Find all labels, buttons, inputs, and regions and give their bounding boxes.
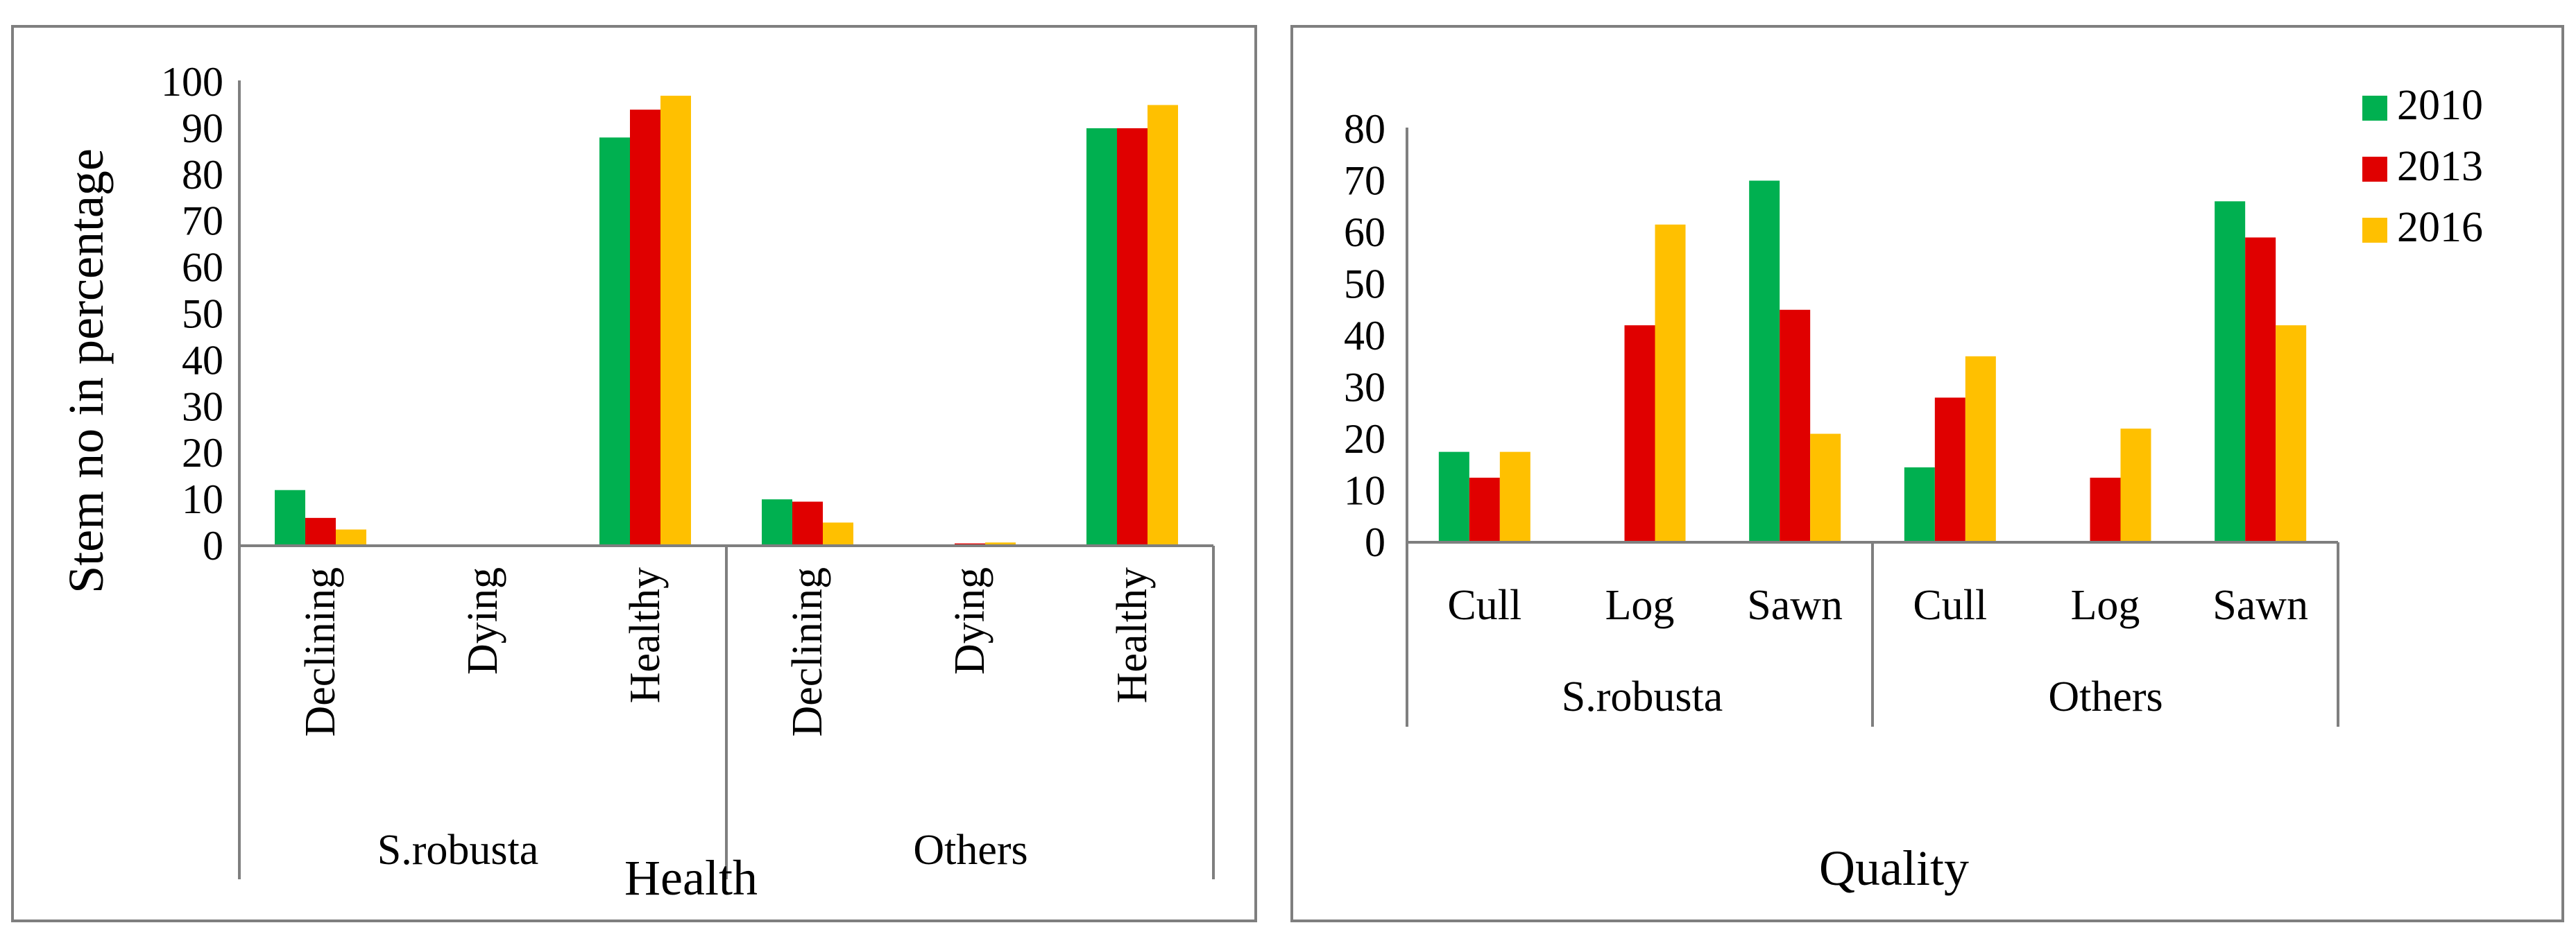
- health-category-label-3: Declining: [784, 567, 831, 737]
- quality-category-label-4: Log: [2071, 582, 2140, 629]
- health-group-label-srobusta: S.robusta: [377, 827, 539, 874]
- health-y-tick-10: 10: [182, 476, 223, 522]
- health-bar-2016-2: [660, 96, 691, 546]
- quality-bar-2016-3: [1965, 356, 1996, 542]
- quality-category-label-5: Sawn: [2212, 582, 2308, 629]
- quality-legend: 2010 2013 2016: [2362, 82, 2483, 251]
- health-y-tick-0: 0: [203, 523, 223, 569]
- quality-y-tick-0: 0: [1365, 519, 1385, 565]
- quality-bars: [1438, 180, 2307, 542]
- health-y-axis-title: Stem no in percentage: [58, 148, 114, 594]
- quality-y-tick-80: 80: [1344, 106, 1385, 152]
- quality-bar-2013-3: [1934, 397, 1965, 542]
- quality-y-tick-20: 20: [1344, 416, 1385, 462]
- legend-swatch-2016: [2362, 218, 2387, 243]
- health-y-tick-30: 30: [182, 383, 223, 429]
- quality-y-tick-10: 10: [1344, 468, 1385, 514]
- quality-y-tick-40: 40: [1344, 313, 1385, 359]
- health-bar-2013-5: [1117, 128, 1148, 546]
- quality-category-label-3: Cull: [1913, 582, 1987, 629]
- health-bar-2016-0: [336, 529, 366, 546]
- quality-y-tick-labels: 0 10 20 30 40 50 60 70 80: [1344, 106, 1385, 565]
- quality-bar-2016-4: [2120, 429, 2151, 542]
- health-bar-2013-3: [792, 501, 823, 546]
- health-bar-2016-3: [823, 522, 853, 546]
- health-category-label-5: Healthy: [1109, 567, 1156, 703]
- health-bar-2010-0: [275, 490, 305, 546]
- quality-y-tick-30: 30: [1344, 365, 1385, 411]
- quality-bar-2013-2: [1780, 309, 1811, 542]
- health-bar-2010-5: [1086, 128, 1117, 546]
- legend-swatch-2010: [2362, 96, 2387, 121]
- quality-bar-2010-5: [2215, 201, 2246, 542]
- legend-swatch-2013: [2362, 157, 2387, 182]
- health-group-label-others: Others: [913, 827, 1027, 874]
- health-axes: [238, 80, 1215, 879]
- quality-category-label-1: Log: [1605, 582, 1675, 629]
- health-y-tick-50: 50: [182, 291, 223, 337]
- health-category-label-4: Dying: [946, 567, 993, 675]
- health-y-tick-70: 70: [182, 198, 223, 244]
- health-y-tick-20: 20: [182, 430, 223, 476]
- health-category-label-0: Declining: [297, 567, 344, 737]
- health-y-tick-60: 60: [182, 245, 223, 291]
- health-y-tick-100: 100: [161, 59, 223, 105]
- quality-bar-2013-5: [2245, 237, 2276, 542]
- health-x-axis-title: Health: [624, 850, 758, 906]
- health-bar-2013-0: [305, 517, 336, 546]
- quality-category-label-0: Cull: [1447, 582, 1521, 629]
- legend-label-2016: 2016: [2397, 204, 2483, 251]
- quality-bar-2016-1: [1655, 224, 1686, 542]
- quality-group-label-srobusta: S.robusta: [1562, 673, 1723, 720]
- legend-label-2010: 2010: [2397, 82, 2483, 129]
- legend-label-2013: 2013: [2397, 143, 2483, 190]
- quality-chart-panel: 0 10 20 30 40 50 60 70 80 Cull Log Sawn Cull Log Sawn…: [1290, 25, 2564, 922]
- quality-axes: [1406, 128, 2339, 727]
- quality-bar-2016-2: [1810, 433, 1841, 542]
- health-category-labels: Declining Dying Healthy Declining Dying Healt…: [297, 567, 1156, 737]
- health-y-tick-80: 80: [182, 152, 223, 198]
- health-y-tick-40: 40: [182, 337, 223, 383]
- quality-y-tick-70: 70: [1344, 158, 1385, 204]
- quality-y-tick-60: 60: [1344, 209, 1385, 255]
- health-category-label-1: Dying: [459, 567, 506, 675]
- quality-category-labels: Cull Log Sawn Cull Log Sawn: [1447, 582, 2308, 629]
- quality-bar-2010-0: [1438, 451, 1469, 542]
- quality-bar-2016-0: [1499, 451, 1530, 542]
- quality-bar-2013-4: [2090, 477, 2121, 542]
- quality-bar-2010-3: [1904, 467, 1935, 542]
- quality-group-label-others: Others: [2048, 673, 2163, 720]
- health-bar-2016-5: [1148, 105, 1178, 546]
- quality-bar-2016-5: [2276, 325, 2307, 542]
- health-category-label-2: Healthy: [622, 567, 669, 703]
- health-y-tick-90: 90: [182, 105, 223, 151]
- quality-x-axis-title: Quality: [1819, 840, 1969, 896]
- quality-y-tick-50: 50: [1344, 261, 1385, 307]
- quality-bar-2013-0: [1469, 477, 1500, 542]
- health-bar-2016-4: [985, 542, 1016, 546]
- health-bar-2013-2: [630, 110, 660, 546]
- health-bar-2010-2: [599, 137, 630, 546]
- quality-bar-2010-2: [1749, 180, 1780, 542]
- health-bars: [275, 96, 1178, 546]
- quality-bar-2013-1: [1624, 325, 1655, 542]
- quality-category-label-2: Sawn: [1747, 582, 1843, 629]
- health-bar-2010-3: [762, 499, 792, 546]
